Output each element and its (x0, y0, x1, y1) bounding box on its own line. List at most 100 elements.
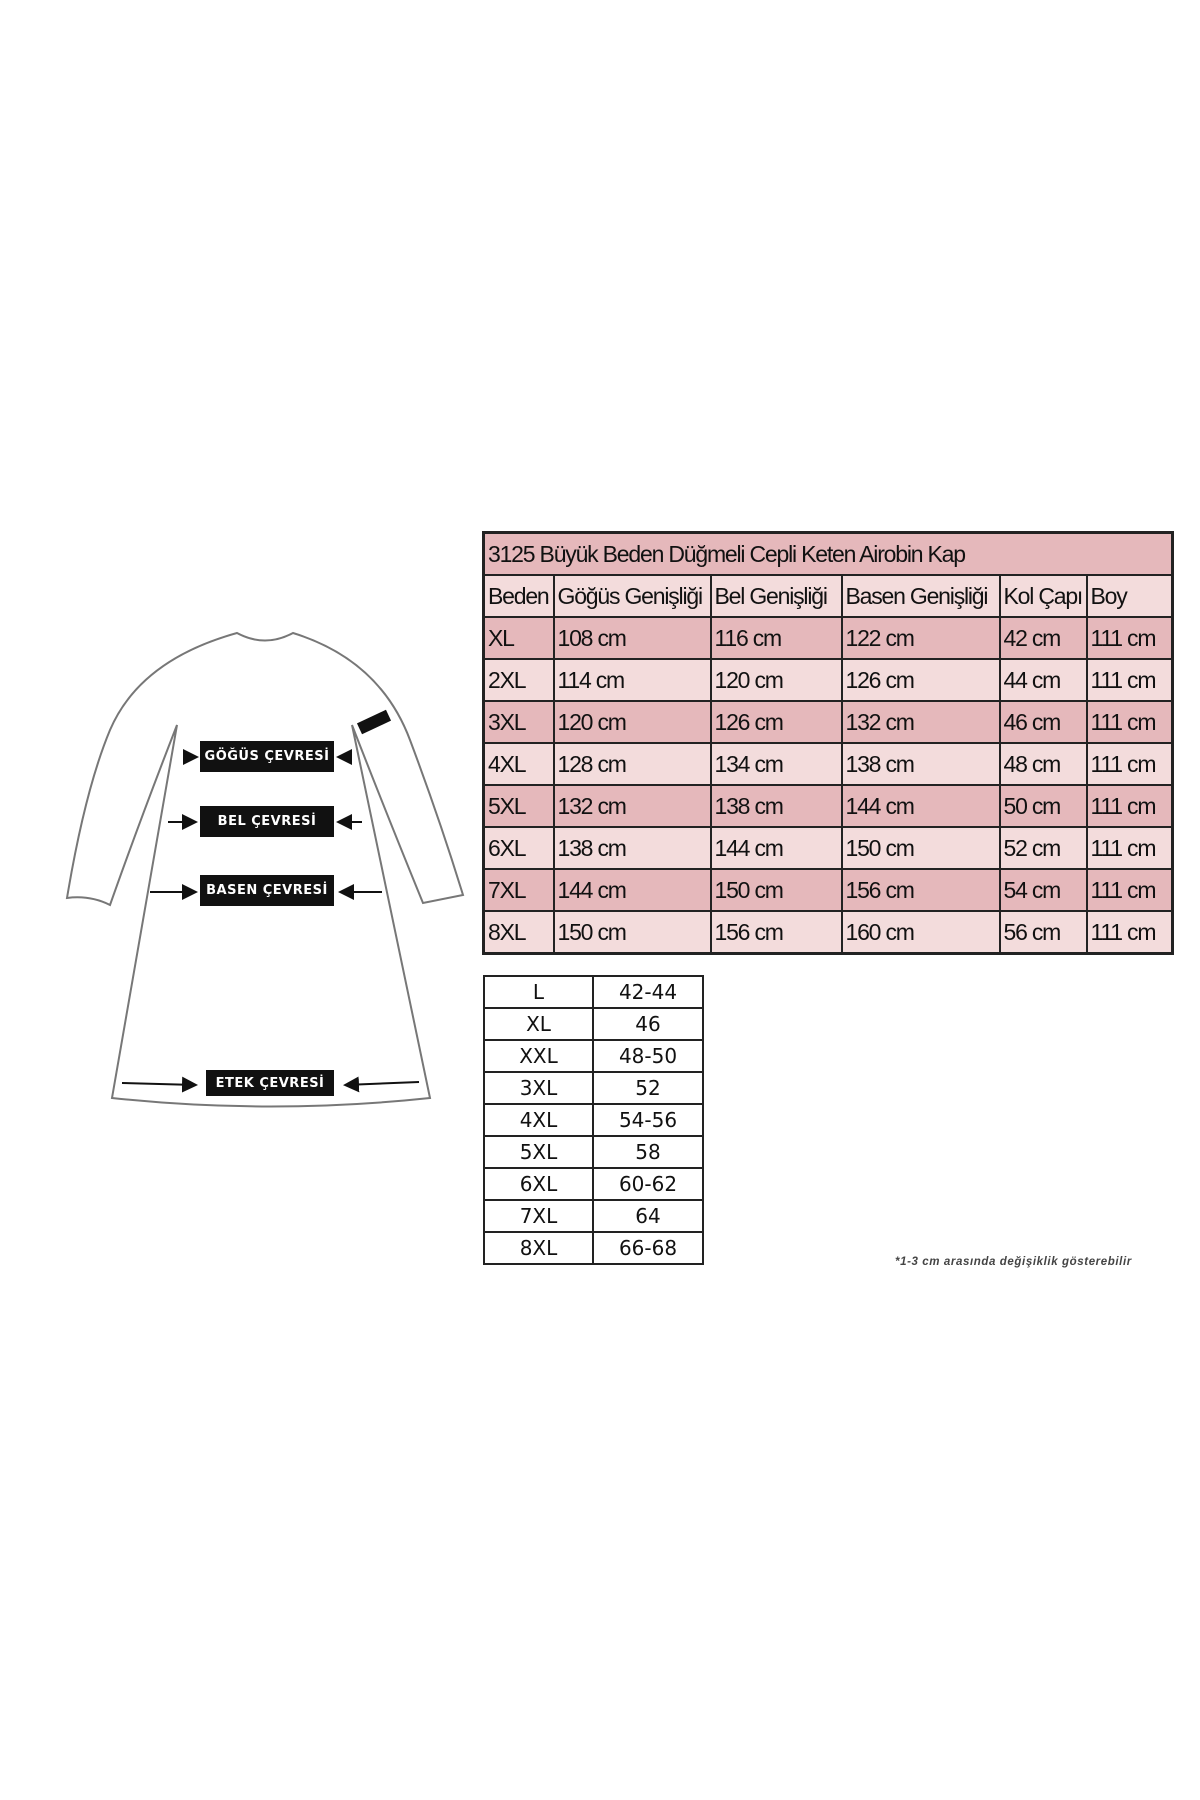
size-cell: 5XL (482, 784, 555, 828)
measurement-cell: 120 cm (709, 658, 843, 702)
hip-label: BASEN ÇEVRESİ (200, 875, 334, 906)
measurement-cell: 132 cm (840, 700, 1001, 744)
hem-arrow-left (121, 1076, 198, 1093)
conversion-row: 8XL 66-68 (483, 1231, 704, 1265)
header-cell: Boy (1085, 574, 1174, 618)
size-cell: 6XL (483, 1167, 594, 1201)
conversion-row: 5XL 58 (483, 1135, 704, 1169)
eu-size-cell: 42-44 (592, 975, 704, 1009)
measurement-cell: 126 cm (840, 658, 1001, 702)
garment-outer-outline (65, 631, 465, 1108)
measurement-cell: 156 cm (840, 868, 1001, 912)
size-cell: 5XL (483, 1135, 594, 1169)
measurement-cell: 150 cm (552, 910, 712, 955)
eu-size-cell: 60-62 (592, 1167, 704, 1201)
hem-arrow-right (343, 1076, 420, 1093)
measurement-cell: 108 cm (552, 616, 712, 660)
conversion-row: 6XL 60-62 (483, 1167, 704, 1201)
conversion-row: L 42-44 (483, 975, 704, 1009)
table-row: 3XL 120 cm 126 cm 132 cm 46 cm 111 cm (482, 700, 1174, 744)
measurement-cell: 144 cm (552, 868, 712, 912)
measurement-cell: 150 cm (709, 868, 843, 912)
table-row: 2XL 114 cm 120 cm 126 cm 44 cm 111 cm (482, 658, 1174, 702)
measurement-cell: 111 cm (1085, 826, 1174, 870)
table-row: 8XL 150 cm 156 cm 160 cm 56 cm 111 cm (482, 910, 1174, 955)
header-cell: Kol Çapı (998, 574, 1088, 618)
measurement-cell: 144 cm (709, 826, 843, 870)
measurement-cell: 128 cm (552, 742, 712, 786)
table-row: 4XL 128 cm 134 cm 138 cm 48 cm 111 cm (482, 742, 1174, 786)
size-cell: 4XL (482, 742, 555, 786)
table-header-row: Beden Göğüs Genişliği Bel Genişliği Base… (482, 574, 1174, 618)
conversion-row: 4XL 54-56 (483, 1103, 704, 1137)
size-cell: 8XL (482, 910, 555, 955)
size-cell: 2XL (482, 658, 555, 702)
size-cell: 7XL (483, 1199, 594, 1233)
footnote: *1-3 cm arasında değişiklik gösterebilir (895, 1256, 1132, 1268)
measurement-cell: 111 cm (1085, 910, 1174, 955)
size-measurement-table: 3125 Büyük Beden Düğmeli Cepli Keten Air… (482, 531, 1174, 955)
eu-size-cell: 46 (592, 1007, 704, 1041)
measurement-cell: 56 cm (998, 910, 1088, 955)
measurement-cell: 156 cm (709, 910, 843, 955)
measurement-cell: 132 cm (552, 784, 712, 828)
measurement-cell: 122 cm (840, 616, 1001, 660)
conversion-row: 3XL 52 (483, 1071, 704, 1105)
measurement-cell: 111 cm (1085, 700, 1174, 744)
table-title: 3125 Büyük Beden Düğmeli Cepli Keten Air… (482, 531, 1174, 576)
measurement-cell: 111 cm (1085, 742, 1174, 786)
size-cell: 3XL (482, 700, 555, 744)
size-cell: XL (482, 616, 555, 660)
measurement-cell: 150 cm (840, 826, 1001, 870)
measurement-cell: 46 cm (998, 700, 1088, 744)
waist-label: BEL ÇEVRESİ (200, 806, 334, 837)
measurement-cell: 111 cm (1085, 868, 1174, 912)
eu-size-cell: 66-68 (592, 1231, 704, 1265)
eu-size-cell: 48-50 (592, 1039, 704, 1073)
conversion-row: XL 46 (483, 1007, 704, 1041)
size-cell: 6XL (482, 826, 555, 870)
measurement-cell: 111 cm (1085, 658, 1174, 702)
header-cell: Göğüs Genişliği (552, 574, 712, 618)
conversion-row: 7XL 64 (483, 1199, 704, 1233)
measurement-cell: 111 cm (1085, 616, 1174, 660)
size-cell: XXL (483, 1039, 594, 1073)
measurement-cell: 144 cm (840, 784, 1001, 828)
header-cell: Basen Genişliği (840, 574, 1001, 618)
table-row: 6XL 138 cm 144 cm 150 cm 52 cm 111 cm (482, 826, 1174, 870)
measurement-cell: 138 cm (709, 784, 843, 828)
conversion-row: XXL 48-50 (483, 1039, 704, 1073)
sleeve-tag (356, 709, 392, 735)
table-row: 5XL 132 cm 138 cm 144 cm 50 cm 111 cm (482, 784, 1174, 828)
measurement-cell: 116 cm (709, 616, 843, 660)
eu-size-cell: 64 (592, 1199, 704, 1233)
measurement-cell: 138 cm (840, 742, 1001, 786)
header-cell: Bel Genişliği (709, 574, 843, 618)
size-cell: 7XL (482, 868, 555, 912)
measurement-cell: 54 cm (998, 868, 1088, 912)
measurement-cell: 160 cm (840, 910, 1001, 955)
eu-size-cell: 52 (592, 1071, 704, 1105)
chest-label: GÖĞÜS ÇEVRESİ (200, 741, 334, 772)
hem-label: ETEK ÇEVRESİ (206, 1070, 334, 1096)
measurement-cell: 48 cm (998, 742, 1088, 786)
table-row: 7XL 144 cm 150 cm 156 cm 54 cm 111 cm (482, 868, 1174, 912)
measurement-cell: 44 cm (998, 658, 1088, 702)
eu-size-cell: 58 (592, 1135, 704, 1169)
measurement-cell: 52 cm (998, 826, 1088, 870)
size-cell: 3XL (483, 1071, 594, 1105)
measurement-cell: 138 cm (552, 826, 712, 870)
measurement-cell: 126 cm (709, 700, 843, 744)
measurement-cell: 134 cm (709, 742, 843, 786)
measurement-cell: 111 cm (1085, 784, 1174, 828)
eu-size-cell: 54-56 (592, 1103, 704, 1137)
size-conversion-table: L 42-44 XL 46 XXL 48-50 3XL 52 4XL 54-56 5XL 58 6XL 6… (483, 975, 704, 1265)
measurement-cell: 114 cm (552, 658, 712, 702)
size-cell: XL (483, 1007, 594, 1041)
size-cell: L (483, 975, 594, 1009)
table-row: XL 108 cm 116 cm 122 cm 42 cm 111 cm (482, 616, 1174, 660)
measurement-cell: 120 cm (552, 700, 712, 744)
size-cell: 8XL (483, 1231, 594, 1265)
header-cell: Beden (482, 574, 555, 618)
measurement-cell: 50 cm (998, 784, 1088, 828)
